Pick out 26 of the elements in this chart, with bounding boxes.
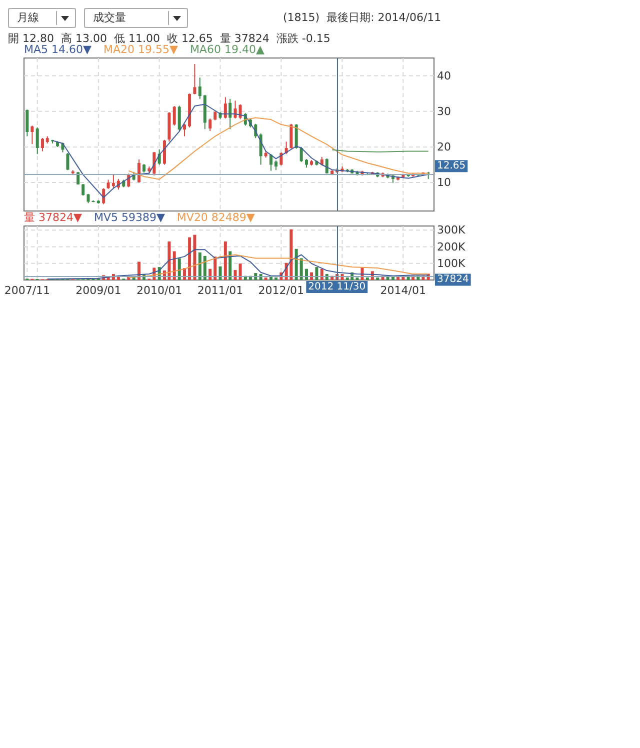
text: 量 37824▼ [24, 211, 82, 224]
y-tick-label: 100K [437, 256, 466, 270]
y-tick-label: 200K [437, 240, 466, 254]
x-tick-label: 2011/01 [197, 284, 244, 297]
text: MV20 82489▼ [176, 211, 255, 224]
y-tick-label: 300K [437, 224, 466, 237]
annotation: 37824 [437, 274, 469, 286]
dropdown-field: 成交量 [84, 8, 188, 28]
x-tick-label: 2009/01 [76, 284, 122, 297]
text: MA5 14.60▼ [24, 43, 92, 56]
text: MA20 19.55▼ [103, 43, 178, 56]
text: (1815) 最後日期: 2014/06/11 [283, 10, 442, 25]
dropdown-field: 月線 [8, 8, 76, 28]
text: MV5 59389▼ [94, 211, 165, 224]
x-tick-label: 2007/11 [4, 284, 50, 297]
y-tick-label: 10 [437, 176, 451, 190]
annotation: 12.65 [437, 160, 466, 172]
x-tick-label: 2014/01 [380, 284, 426, 297]
ref-line-label: 2012 11/30 [308, 282, 366, 292]
y-tick-label: 30 [437, 104, 451, 118]
text: 開 12.80 高 13.00 低 11.00 收 12.65 量 37824 漲跌 -0.15 [8, 31, 330, 45]
y-tick-label: 20 [437, 140, 451, 154]
x-tick-label: 2010/01 [136, 284, 182, 297]
x-tick-label: 2012/01 [258, 284, 304, 297]
text: MA60 19.40▲ [190, 43, 264, 56]
y-tick-label: 40 [437, 69, 451, 82]
